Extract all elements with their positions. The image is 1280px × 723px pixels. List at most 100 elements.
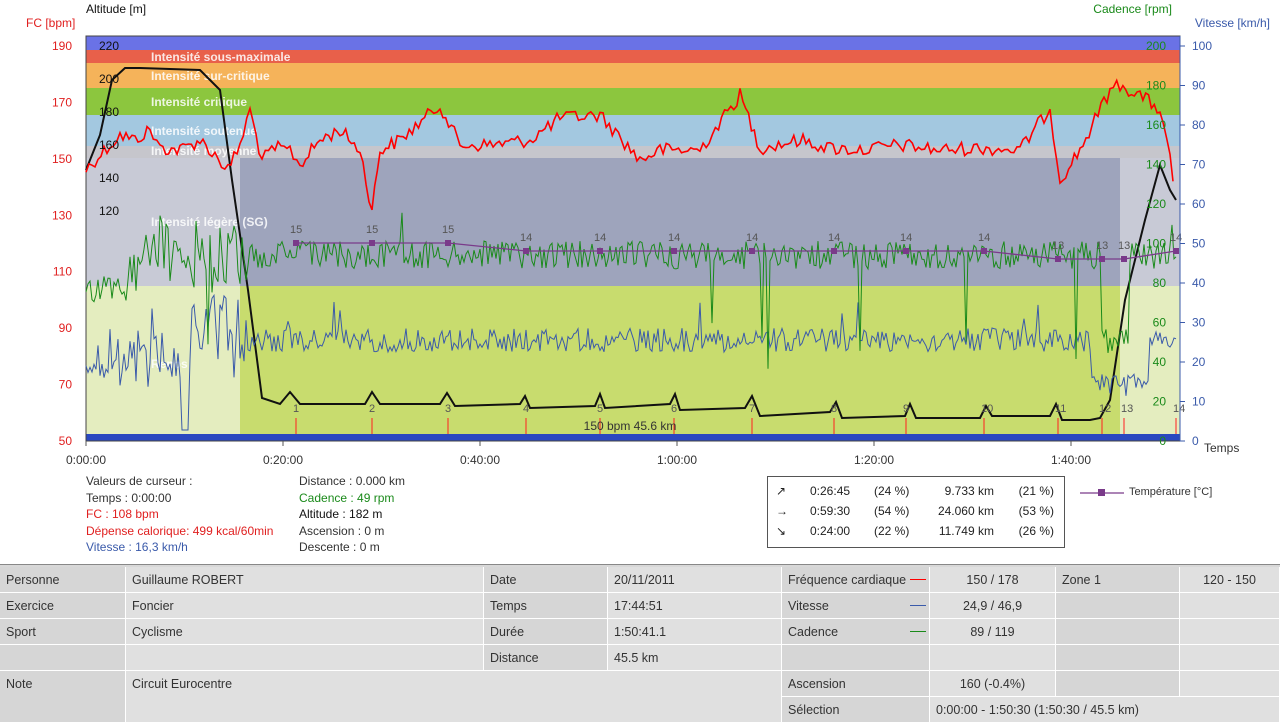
lap-markers: 1 2 3 4 5 6 7 8 9 10 11 12 13 14 — [293, 403, 1185, 434]
note-value[interactable]: Circuit Eurocentre — [126, 671, 782, 723]
cadence-tick-label: 60 — [1153, 316, 1167, 330]
lap-number-label: 7 — [749, 403, 755, 415]
vitesse-label: Vitesse — [782, 593, 930, 619]
altitude-axis-title: Altitude [m] — [86, 2, 146, 16]
lap-number-label: 11 — [1055, 403, 1066, 415]
summary-distance-pct: (26 %) — [1018, 524, 1054, 538]
time-tick-label: 0:40:00 — [460, 453, 500, 467]
vitesse-value: 24,9 / 46,9 — [930, 593, 1056, 619]
distance-label: Distance — [484, 645, 608, 671]
zone-label-critique: Intensité critique — [151, 95, 247, 109]
time-tick-label: 1:00:00 — [657, 453, 697, 467]
personne-value: Guillaume ROBERT — [126, 567, 484, 593]
lap-number-label: 13 — [1121, 403, 1133, 415]
fc-tick-label: 110 — [53, 265, 72, 279]
ascension-label: Ascension — [782, 671, 930, 697]
fc-tick-label: 190 — [52, 39, 72, 53]
speed-tick-label: 20 — [1192, 355, 1206, 369]
altitude-tick-label: 180 — [99, 105, 119, 119]
time-tick-label: 0:00:00 — [66, 453, 106, 467]
activity-chart[interactable]: Intensité sous-maximale Intensité sur-cr… — [0, 0, 1280, 560]
lap-number-label: 4 — [523, 403, 529, 415]
cursor-cadence: Cadence : 49 rpm — [299, 490, 395, 505]
summary-distance: 9.733 km — [944, 484, 994, 498]
empty-cell — [1180, 671, 1280, 697]
temps-label: Temps — [484, 593, 608, 619]
speed-tick-label: 50 — [1192, 237, 1206, 251]
summary-time: 0:24:00 — [810, 524, 851, 538]
cursor-distance: Distance : 0.000 km — [299, 474, 406, 488]
temperature-value-label: 13 — [1052, 240, 1064, 252]
exercice-label: Exercice — [0, 593, 126, 619]
cadence-tick-label: 120 — [1146, 197, 1166, 211]
temperature-value-label: 14 — [978, 232, 990, 244]
temperature-value-label: 15 — [442, 224, 454, 236]
temperature-value-label: 14 — [668, 232, 680, 244]
speed-tick-label: 90 — [1192, 79, 1206, 93]
summary-distance-pct: (53 %) — [1018, 504, 1054, 518]
temperature-value-label: 14 — [746, 232, 758, 244]
empty-cell — [1056, 671, 1180, 697]
temperature-marker — [1099, 256, 1105, 262]
selection-label: 150 bpm 45.6 km — [584, 419, 677, 433]
cursor-speed: Vitesse : 16,3 km/h — [86, 540, 188, 554]
downhill-icon: ↘ — [776, 524, 787, 538]
summary-row-downhill: ↘ 0:24:00 (22 %) 11.749 km (26 %) — [768, 524, 1064, 541]
altitude-tick-label: 200 — [99, 72, 119, 86]
temperature-marker — [1121, 256, 1127, 262]
temperature-value-label: 13 — [1118, 240, 1130, 252]
duree-label: Durée — [484, 619, 608, 645]
time-tick-label: 0:20:00 — [263, 453, 303, 467]
fc-value: 150 / 178 — [930, 567, 1056, 593]
temperature-markers — [293, 240, 1179, 262]
cadence-tick-label: 140 — [1146, 158, 1166, 172]
fc-tick-label: 150 — [52, 152, 72, 166]
empty-cell — [1056, 593, 1180, 619]
cursor-time: Temps : 0:00:00 — [86, 490, 172, 505]
sport-label: Sport — [0, 619, 126, 645]
zone-label-sur-critique: Intensité sur-critique — [151, 69, 270, 83]
date-value: 20/11/2011 — [608, 567, 782, 593]
cadence-tick-label: 20 — [1153, 395, 1167, 409]
cadence-label-text: Cadence — [788, 625, 839, 639]
zone-sur-critique-band — [86, 63, 1180, 88]
summary-row-uphill: ↗ 0:26:45 (24 %) 9.733 km (21 %) — [768, 484, 1064, 501]
fc-label: Fréquence cardiaque — [782, 567, 930, 593]
zone-label: Zone 1 — [1056, 567, 1180, 593]
temperature-legend-label: Température [°C] — [1129, 486, 1213, 498]
empty-cell — [1180, 645, 1280, 671]
temperature-value-label: 15 — [366, 224, 378, 236]
temperature-series — [296, 242, 1177, 260]
speed-tick-label: 40 — [1192, 276, 1206, 290]
fc-tick-label: 90 — [59, 321, 73, 335]
fc-tick-label: 170 — [52, 95, 72, 109]
empty-cell — [782, 645, 930, 671]
fc-swatch — [910, 579, 926, 580]
note-label: Note — [0, 671, 126, 723]
zone-critique-band — [86, 88, 1180, 115]
cadence-tick-label: 40 — [1153, 355, 1167, 369]
summary-distance: 11.749 km — [938, 524, 994, 538]
cadence-value: 89 / 119 — [930, 619, 1056, 645]
cursor-ascension: Ascension : 0 m — [299, 523, 385, 538]
temperature-legend-swatch — [1080, 489, 1124, 496]
vitesse-label-text: Vitesse — [788, 599, 829, 613]
cadence-tick-label: 0 — [1159, 434, 1166, 448]
temperature-marker — [831, 248, 837, 254]
temperature-value-label: 14 — [1170, 232, 1182, 244]
altitude-tick-label: 220 — [99, 39, 119, 53]
temperature-value-label: 15 — [290, 224, 302, 236]
cursor-descente: Descente : 0 m — [299, 540, 380, 554]
altitude-tick-label: 120 — [99, 204, 119, 218]
fc-axis-title: FC [bpm] — [26, 16, 75, 30]
temperature-value-label: 13 — [1096, 240, 1108, 252]
personne-label: Personne — [0, 567, 126, 593]
cadence-series — [85, 212, 1177, 369]
zone-base-band — [86, 434, 1180, 441]
fc-tick-label: 70 — [59, 378, 73, 392]
cadence-label: Cadence — [782, 619, 930, 645]
speed-tick-label: 10 — [1192, 395, 1206, 409]
zone-label-legere: Intensité légère (SG) — [151, 215, 268, 229]
cursor-values-left: Valeurs de curseur : Temps : 0:00:00 FC … — [86, 473, 273, 556]
